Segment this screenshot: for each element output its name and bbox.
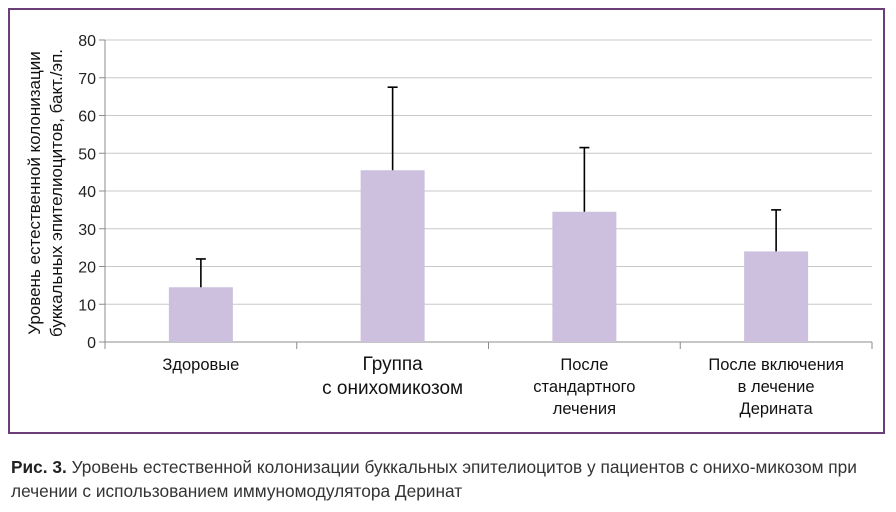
- bar-chart: 0 10 20 30 40 50 60 70 80 Здоровые Группа с онихоми…: [25, 33, 873, 418]
- category-label: После включения в лечение Дерината: [708, 356, 844, 418]
- bar: [360, 170, 425, 342]
- y-tick-label: 70: [78, 71, 96, 88]
- y-tick-label: 60: [78, 109, 96, 126]
- y-tick-label: 20: [78, 260, 96, 277]
- caption-label: Рис. 3.: [11, 457, 67, 477]
- y-tick-label: 50: [78, 146, 96, 163]
- y-tick-label: 10: [78, 297, 96, 314]
- y-tick-label: 80: [78, 33, 96, 50]
- figure-frame: 0 10 20 30 40 50 60 70 80 Здоровые Группа с онихоми…: [8, 8, 885, 434]
- bar: [168, 287, 233, 342]
- caption-text: Уровень естественной колонизации буккаль…: [11, 457, 857, 501]
- y-tick-label: 0: [87, 335, 96, 352]
- category-label: После стандартного лечения: [533, 356, 635, 418]
- category-label: Здоровые: [162, 356, 239, 374]
- figure-caption: Рис. 3. Уровень естественной колонизации…: [11, 455, 887, 503]
- bar: [744, 251, 809, 342]
- y-tick-label: 40: [78, 184, 96, 201]
- category-label: Группа с онихомикозом: [322, 354, 463, 399]
- y-axis-label: Уровень естественной колонизации буккальн…: [25, 49, 66, 337]
- y-tick-label: 30: [78, 222, 96, 239]
- bar: [552, 211, 617, 342]
